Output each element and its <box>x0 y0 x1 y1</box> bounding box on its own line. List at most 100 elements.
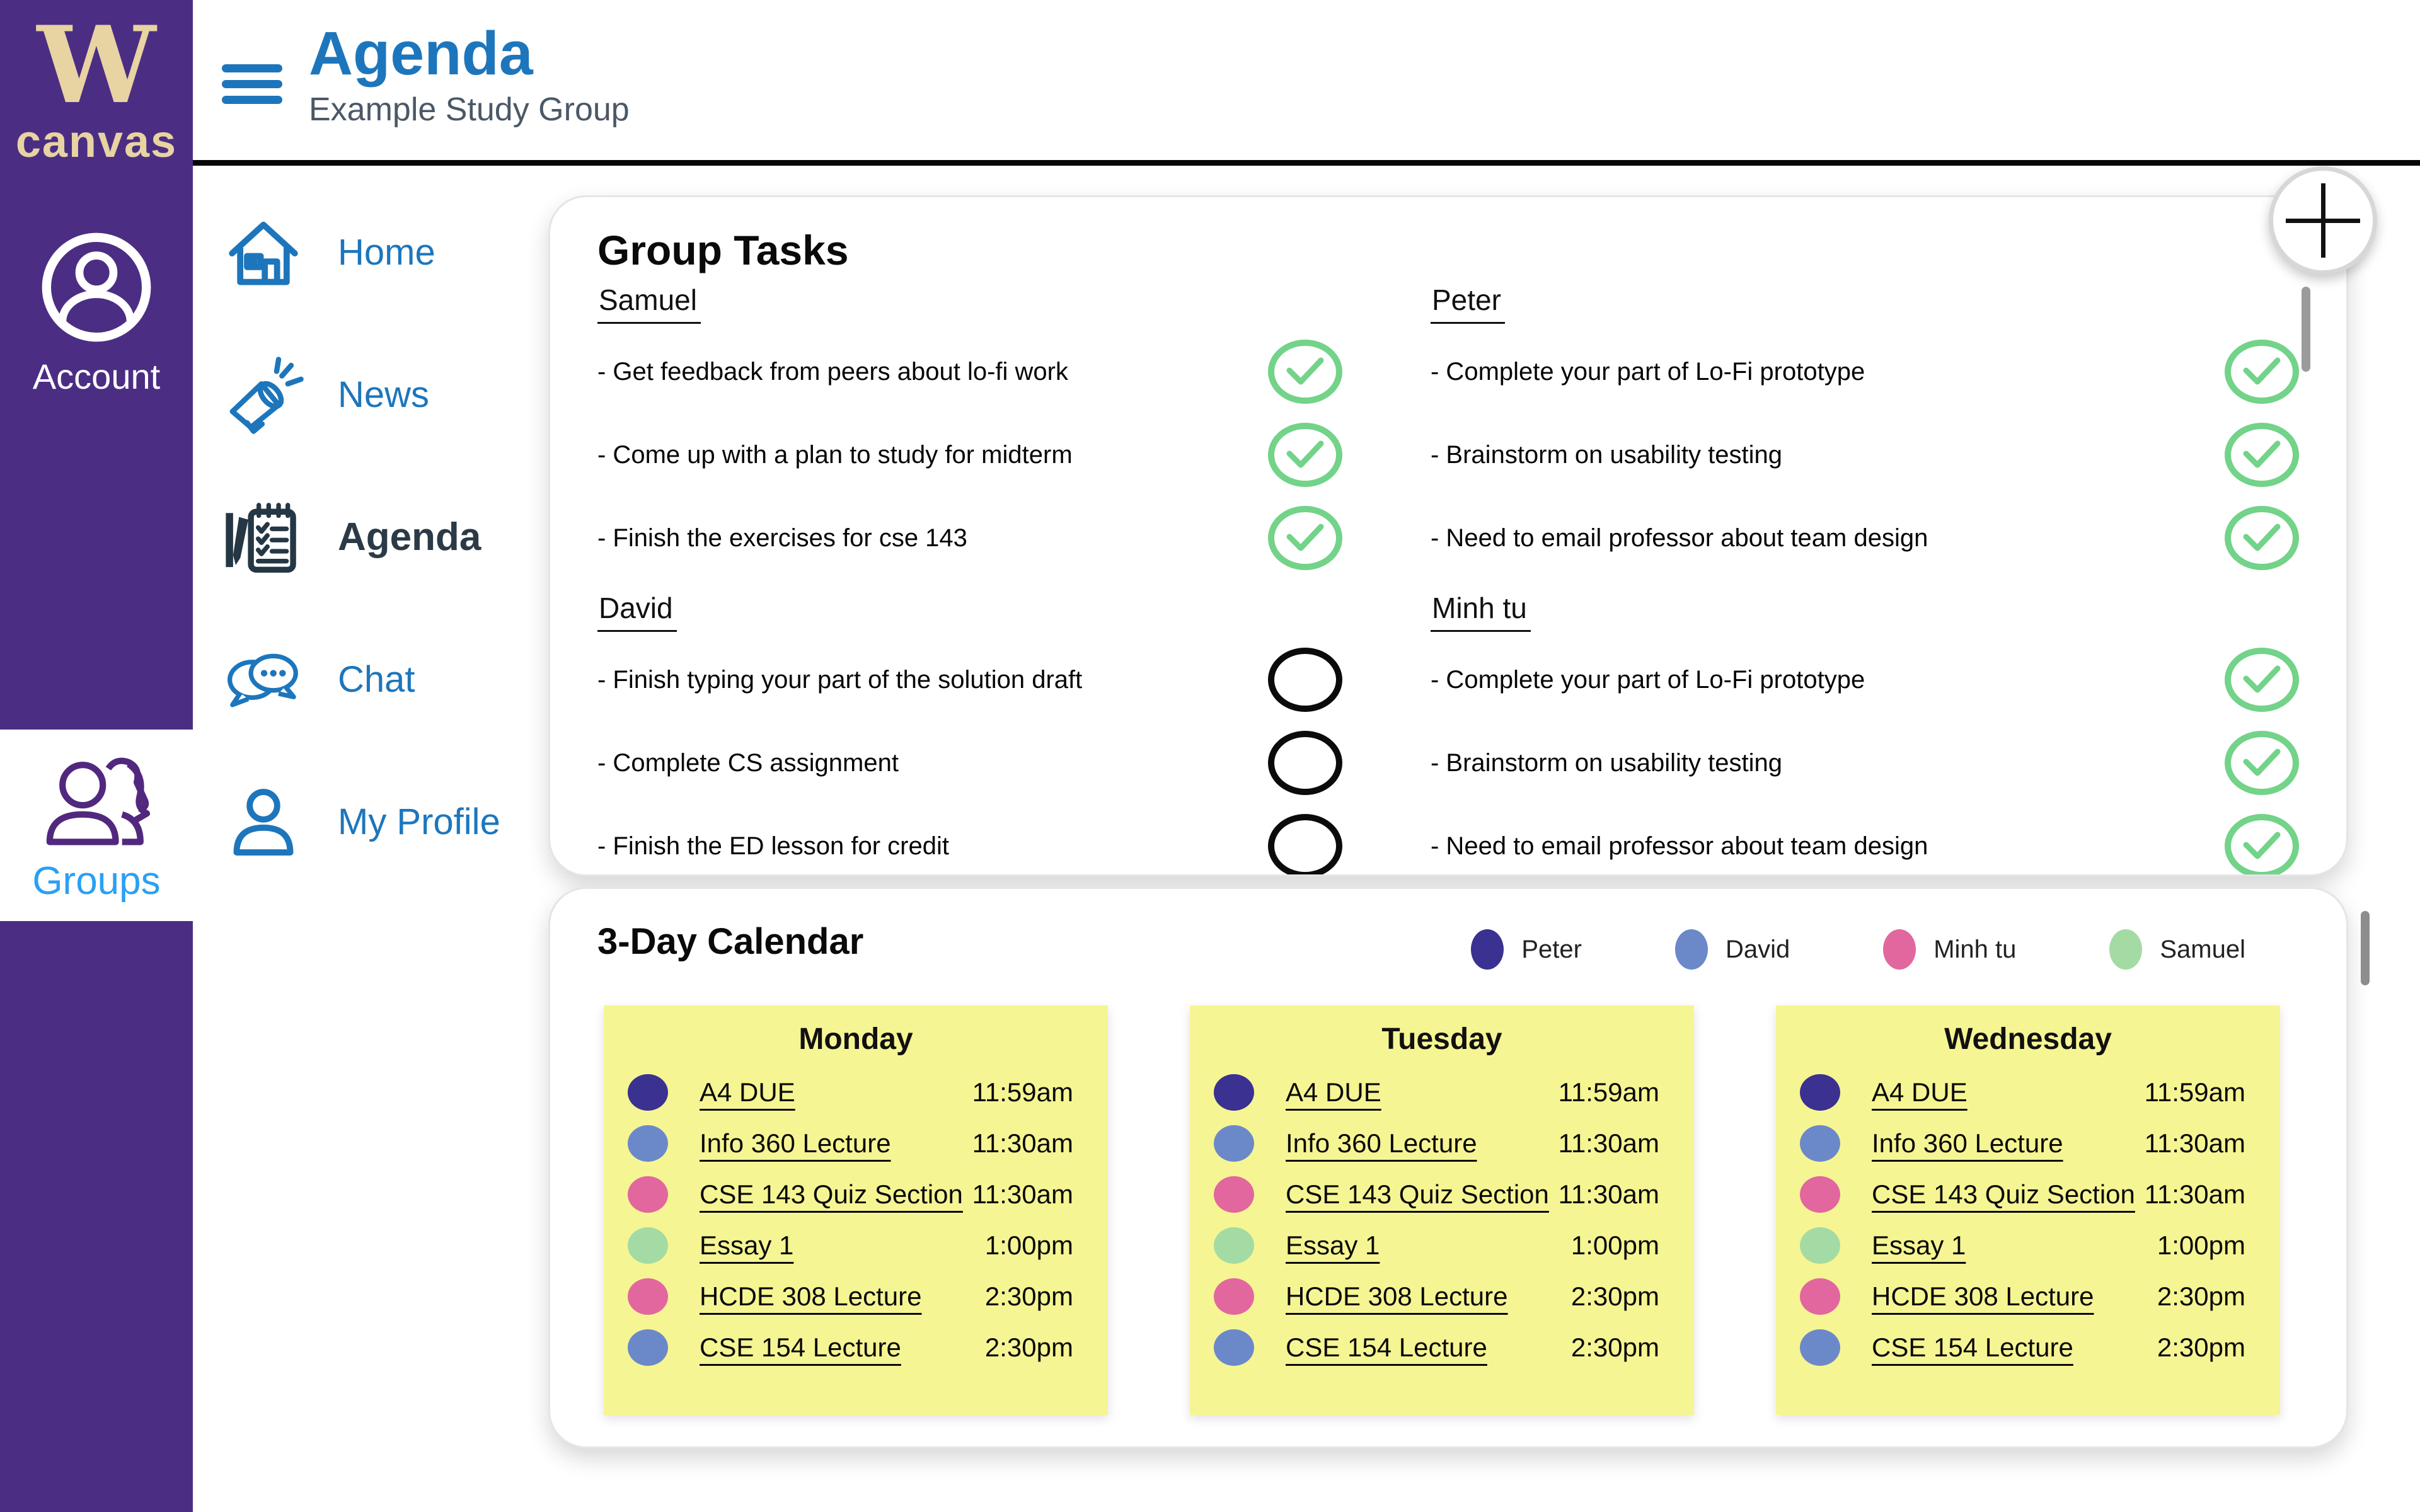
task-checked-icon[interactable] <box>2225 814 2299 874</box>
calendar-event: Essay 1 1:00pm <box>604 1220 1108 1271</box>
task-text: - Brainstorm on usability testing <box>1431 440 1783 469</box>
event-color-dot <box>628 1329 668 1366</box>
event-color-dot <box>1800 1227 1840 1264</box>
task-row: - Come up with a plan to study for midte… <box>597 413 1342 496</box>
event-link[interactable]: CSE 143 Quiz Section <box>1872 1179 2135 1209</box>
task-checked-icon[interactable] <box>2225 506 2299 570</box>
title-block: Agenda Example Study Group <box>309 19 630 129</box>
event-time: 2:30pm <box>2157 1281 2245 1311</box>
event-link[interactable]: CSE 154 Lecture <box>1286 1332 1487 1362</box>
add-task-button[interactable] <box>2269 166 2377 275</box>
event-link[interactable]: Info 360 Lecture <box>1872 1128 2063 1158</box>
groups-label: Groups <box>32 859 161 903</box>
group-tasks-title: Group Tasks <box>597 227 849 273</box>
event-color-dot <box>628 1074 668 1111</box>
event-link[interactable]: HCDE 308 Lecture <box>1872 1281 2094 1311</box>
task-text: - Brainstorm on usability testing <box>1431 748 1783 777</box>
agenda-icon <box>221 494 306 580</box>
nav-label: Chat <box>338 658 415 700</box>
sidebar-item-groups[interactable]: Groups <box>0 730 193 921</box>
event-time: 1:00pm <box>1570 1230 1659 1260</box>
task-checked-icon[interactable] <box>1268 340 1342 404</box>
task-text: - Complete your part of Lo-Fi prototype <box>1431 357 1865 386</box>
page-scrollbar-thumb[interactable] <box>2361 911 2370 985</box>
sidebar-item-account[interactable]: Account <box>0 231 193 397</box>
event-link[interactable]: A4 DUE <box>1872 1077 1968 1107</box>
task-checked-icon[interactable] <box>2225 423 2299 487</box>
nav-label: My Profile <box>338 801 500 842</box>
event-link[interactable]: A4 DUE <box>700 1077 795 1107</box>
event-link[interactable]: HCDE 308 Lecture <box>1286 1281 1508 1311</box>
calendar-event: CSE 154 Lecture 2:30pm <box>1776 1322 2280 1373</box>
member-section-david: David - Finish typing your part of the s… <box>597 591 1342 874</box>
header: Agenda Example Study Group <box>193 0 2420 160</box>
event-link[interactable]: Info 360 Lecture <box>1286 1128 1477 1158</box>
calendar-event: HCDE 308 Lecture 2:30pm <box>1776 1271 2280 1322</box>
event-color-dot <box>1214 1278 1254 1315</box>
event-color-dot <box>1214 1329 1254 1366</box>
calendar-event: Essay 1 1:00pm <box>1190 1220 1694 1271</box>
calendar-event: Essay 1 1:00pm <box>1776 1220 2280 1271</box>
calendar-event: Info 360 Lecture 11:30am <box>604 1118 1108 1169</box>
menu-button[interactable] <box>222 64 282 105</box>
event-link[interactable]: CSE 143 Quiz Section <box>1286 1179 1549 1209</box>
nav-item-my-profile[interactable]: My Profile <box>193 777 546 866</box>
task-row: - Need to email professor about team des… <box>1431 805 2299 874</box>
event-time: 1:00pm <box>2157 1230 2245 1260</box>
nav-item-news[interactable]: News <box>193 350 546 438</box>
event-color-dot <box>1800 1074 1840 1111</box>
legend-name: David <box>1725 935 1790 963</box>
event-link[interactable]: CSE 154 Lecture <box>1872 1332 2073 1362</box>
event-time: 11:59am <box>1558 1077 1659 1107</box>
task-checked-icon[interactable] <box>1268 423 1342 487</box>
calendar-event: HCDE 308 Lecture 2:30pm <box>1190 1271 1694 1322</box>
day-header: Monday <box>798 1022 913 1056</box>
task-checked-icon[interactable] <box>2225 648 2299 712</box>
event-link[interactable]: CSE 154 Lecture <box>700 1332 901 1362</box>
task-unchecked-icon[interactable] <box>1268 814 1342 874</box>
event-time: 2:30pm <box>1570 1281 1659 1311</box>
task-checked-icon[interactable] <box>1268 506 1342 570</box>
event-time: 11:30am <box>2144 1179 2245 1209</box>
event-color-dot <box>1214 1227 1254 1264</box>
nav-item-chat[interactable]: Chat <box>193 635 546 723</box>
event-link[interactable]: CSE 143 Quiz Section <box>700 1179 963 1209</box>
tasks-scrollbar-thumb[interactable] <box>2302 287 2310 372</box>
task-checked-icon[interactable] <box>2225 731 2299 795</box>
task-text: - Get feedback from peers about lo-fi wo… <box>597 357 1068 386</box>
nav-item-home[interactable]: Home <box>193 208 546 296</box>
member-section-minh-tu: Minh tu - Complete your part of Lo-Fi pr… <box>1431 591 2299 874</box>
nav-item-agenda[interactable]: Agenda <box>193 493 546 581</box>
member-section-samuel: Samuel - Get feedback from peers about l… <box>597 283 1342 580</box>
event-link[interactable]: Essay 1 <box>1872 1230 1966 1260</box>
event-link[interactable]: Info 360 Lecture <box>700 1128 891 1158</box>
task-row: - Complete your part of Lo-Fi prototype <box>1431 638 2299 721</box>
member-section-peter: Peter - Complete your part of Lo-Fi prot… <box>1431 283 2299 580</box>
task-checked-icon[interactable] <box>2225 340 2299 404</box>
course-nav: Home News <box>193 208 546 920</box>
legend-color-dot <box>1471 929 1504 970</box>
task-unchecked-icon[interactable] <box>1268 648 1342 712</box>
event-link[interactable]: HCDE 308 Lecture <box>700 1281 922 1311</box>
event-color-dot <box>1214 1176 1254 1213</box>
legend-name: Peter <box>1521 935 1582 963</box>
task-row: - Complete CS assignment <box>597 721 1342 805</box>
event-time: 11:30am <box>2144 1128 2245 1158</box>
calendar-title: 3-Day Calendar <box>597 921 864 962</box>
task-text: - Finish typing your part of the solutio… <box>597 665 1083 694</box>
menu-icon <box>222 64 282 72</box>
legend-name: Minh tu <box>1933 935 2017 963</box>
event-color-dot <box>1800 1329 1840 1366</box>
event-color-dot <box>628 1176 668 1213</box>
event-link[interactable]: Essay 1 <box>700 1230 794 1260</box>
task-row: - Finish the ED lesson for credit <box>597 805 1342 874</box>
task-row: - Brainstorm on usability testing <box>1431 413 2299 496</box>
calendar-event: CSE 154 Lecture 2:30pm <box>1190 1322 1694 1373</box>
task-unchecked-icon[interactable] <box>1268 731 1342 795</box>
event-time: 11:30am <box>972 1128 1073 1158</box>
calendar-legend: Peter David Minh tu Samuel <box>1471 929 2245 970</box>
day-header: Tuesday <box>1381 1022 1502 1056</box>
event-link[interactable]: Essay 1 <box>1286 1230 1380 1260</box>
event-time: 2:30pm <box>2157 1332 2245 1362</box>
event-link[interactable]: A4 DUE <box>1286 1077 1381 1107</box>
